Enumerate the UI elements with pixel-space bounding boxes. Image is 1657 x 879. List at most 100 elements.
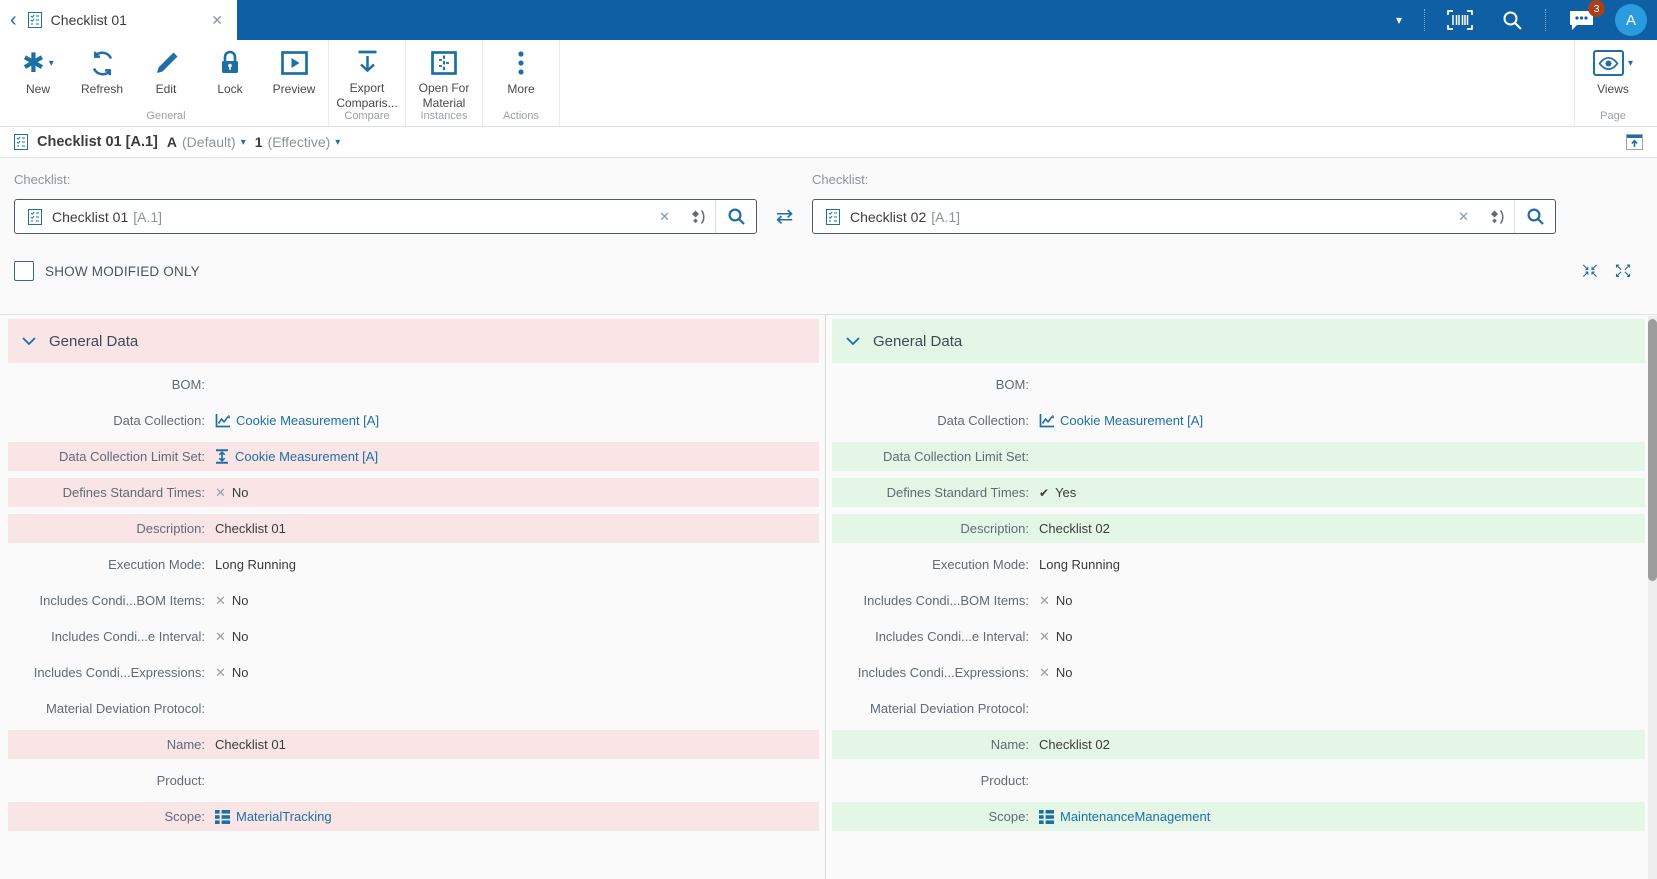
- entity-link[interactable]: Cookie Measurement [A]: [1060, 413, 1204, 428]
- clear-icon[interactable]: ✕: [1458, 208, 1469, 224]
- limits-icon: [215, 449, 229, 464]
- show-modified-row: SHOW MODIFIED ONLY ↘↙ ↗↖ ↖↗ ↙↘: [14, 261, 1657, 281]
- entity-link[interactable]: MaterialTracking: [236, 809, 332, 824]
- edit-button[interactable]: Edit: [134, 40, 198, 110]
- open-in-window-icon[interactable]: [1626, 134, 1643, 150]
- row-label: BOM:: [171, 377, 205, 392]
- compare-row: Description: Checklist 01: [8, 514, 819, 543]
- lock-button[interactable]: Lock: [198, 40, 262, 110]
- chevron-down-icon: ▾: [240, 136, 246, 148]
- views-caret-icon: ▾: [1627, 57, 1634, 69]
- entity-link[interactable]: MaintenanceManagement: [1060, 809, 1211, 824]
- revision-selector[interactable]: A (Default) ▾: [166, 134, 246, 150]
- search-lookup-icon[interactable]: [1515, 200, 1555, 233]
- row-value: Long Running: [215, 557, 296, 572]
- views-button[interactable]: ▾ Views: [1577, 40, 1649, 110]
- row-label: Data Collection Limit Set:: [883, 449, 1029, 464]
- more-button[interactable]: More: [485, 40, 557, 110]
- right-checklist-input[interactable]: Checklist 02 [A.1] ✕: [812, 199, 1556, 234]
- comparison-area: General Data BOM: Data Collection: Cookie …: [0, 314, 1657, 879]
- compare-row: Data Collection: Cookie Measurement [A]: [8, 406, 819, 435]
- vertical-scrollbar[interactable]: [1648, 316, 1657, 879]
- compare-row: Includes Condi...Expressions: ✕ No: [832, 658, 1645, 687]
- row-label: Description:: [136, 521, 205, 536]
- refresh-button[interactable]: Refresh: [70, 40, 134, 110]
- document-tab[interactable]: ‹ Checklist 01 ✕: [0, 0, 237, 40]
- chevron-down-icon: ▾: [335, 136, 341, 148]
- checklist-doc-icon: [28, 208, 42, 225]
- preview-button[interactable]: Preview: [262, 40, 326, 110]
- compare-row: Includes Condi...e Interval: ✕ No: [832, 622, 1645, 651]
- revision-picker-icon[interactable]: [1480, 209, 1514, 225]
- entity-header-bar: Checklist 01 [A.1] A (Default) ▾ 1 (Effe…: [0, 127, 1657, 158]
- barcode-scanner-icon[interactable]: [1447, 10, 1473, 30]
- row-value: Checklist 01: [215, 737, 286, 752]
- row-label: Execution Mode:: [108, 557, 205, 572]
- entity-link[interactable]: Cookie Measurement [A]: [236, 413, 380, 428]
- ribbon-toolbar: ✱ ▾ New Refresh Edit Lock Preview: [0, 40, 1657, 127]
- compare-row: Product:: [8, 766, 819, 795]
- compare-row: Defines Standard Times: ✔ Yes: [832, 478, 1645, 507]
- chart-icon: [215, 413, 230, 428]
- clear-icon[interactable]: ✕: [659, 208, 670, 224]
- compare-row: Execution Mode: Long Running: [8, 550, 819, 579]
- row-label: Data Collection:: [937, 413, 1029, 428]
- new-asterisk-icon: ✱ ▾: [22, 47, 54, 78]
- scrollbar-thumb[interactable]: [1648, 319, 1657, 581]
- right-compare-panel: General Data BOM: Data Collection: Cookie …: [832, 315, 1645, 879]
- row-value[interactable]: Cookie Measurement [A]: [215, 413, 379, 428]
- row-label: Defines Standard Times:: [62, 485, 205, 500]
- row-value[interactable]: Cookie Measurement [A]: [215, 449, 378, 464]
- row-value[interactable]: MaterialTracking: [215, 809, 332, 824]
- row-value[interactable]: Cookie Measurement [A]: [1039, 413, 1203, 428]
- compare-row: Material Deviation Protocol:: [8, 694, 819, 723]
- show-modified-checkbox[interactable]: [14, 261, 34, 281]
- row-value: ✕ No: [215, 592, 249, 609]
- row-value[interactable]: MaintenanceManagement: [1039, 809, 1210, 824]
- left-checklist-input[interactable]: Checklist 01 [A.1] ✕: [14, 199, 757, 234]
- cross-icon: ✕: [215, 628, 226, 644]
- cross-icon: ✕: [215, 592, 226, 608]
- compare-row: Data Collection Limit Set:: [832, 442, 1645, 471]
- pencil-icon: [154, 45, 179, 81]
- search-icon[interactable]: [1501, 9, 1523, 31]
- collapse-all-icon[interactable]: ↘↙ ↗↖: [1581, 262, 1599, 279]
- material-instances-icon: [431, 45, 457, 80]
- left-checklist-version: [A.1]: [133, 208, 163, 225]
- right-general-data-header[interactable]: General Data: [832, 319, 1645, 363]
- row-label: Scope:: [164, 809, 205, 824]
- right-checklist-label: Checklist:: [812, 172, 869, 187]
- compare-row: Product:: [832, 766, 1645, 795]
- row-value: ✕ No: [1039, 664, 1073, 681]
- avatar[interactable]: A: [1615, 4, 1647, 36]
- close-icon[interactable]: ✕: [211, 11, 223, 28]
- panel-divider: [819, 315, 832, 879]
- export-comparison-button[interactable]: Export Comparis...: [331, 40, 403, 110]
- lock-icon: [219, 45, 241, 81]
- left-general-data-header[interactable]: General Data: [8, 319, 819, 363]
- chevron-down-icon: [846, 336, 860, 346]
- revision-picker-icon[interactable]: [681, 209, 715, 225]
- row-value: ✕ No: [1039, 592, 1073, 609]
- eye-icon: [1592, 50, 1624, 76]
- messages-icon[interactable]: 3: [1568, 0, 1605, 31]
- search-lookup-icon[interactable]: [716, 200, 756, 233]
- compare-row: Defines Standard Times: ✕ No: [8, 478, 819, 507]
- entity-link[interactable]: Cookie Measurement [A]: [235, 449, 379, 464]
- entity-title: Checklist 01 [A.1]: [37, 134, 158, 150]
- version-selector[interactable]: 1 (Effective) ▾: [254, 134, 341, 150]
- input-divider: [715, 200, 716, 233]
- back-icon[interactable]: ‹: [10, 9, 17, 31]
- row-label: Material Deviation Protocol:: [46, 701, 205, 716]
- chevron-down-icon[interactable]: ▾: [1395, 13, 1402, 27]
- row-value: Long Running: [1039, 557, 1120, 572]
- compare-row: Includes Condi...e Interval: ✕ No: [8, 622, 819, 651]
- row-value: ✕ No: [1039, 628, 1073, 645]
- export-download-icon: [354, 45, 381, 80]
- row-label: Data Collection:: [113, 413, 205, 428]
- new-button[interactable]: ✱ ▾ New: [6, 40, 70, 110]
- swap-sides-icon[interactable]: ⇄: [775, 205, 794, 228]
- compare-row: Name: Checklist 02: [832, 730, 1645, 759]
- open-for-material-button[interactable]: Open For Material: [408, 40, 480, 110]
- expand-all-icon[interactable]: ↖↗ ↙↘: [1614, 262, 1632, 279]
